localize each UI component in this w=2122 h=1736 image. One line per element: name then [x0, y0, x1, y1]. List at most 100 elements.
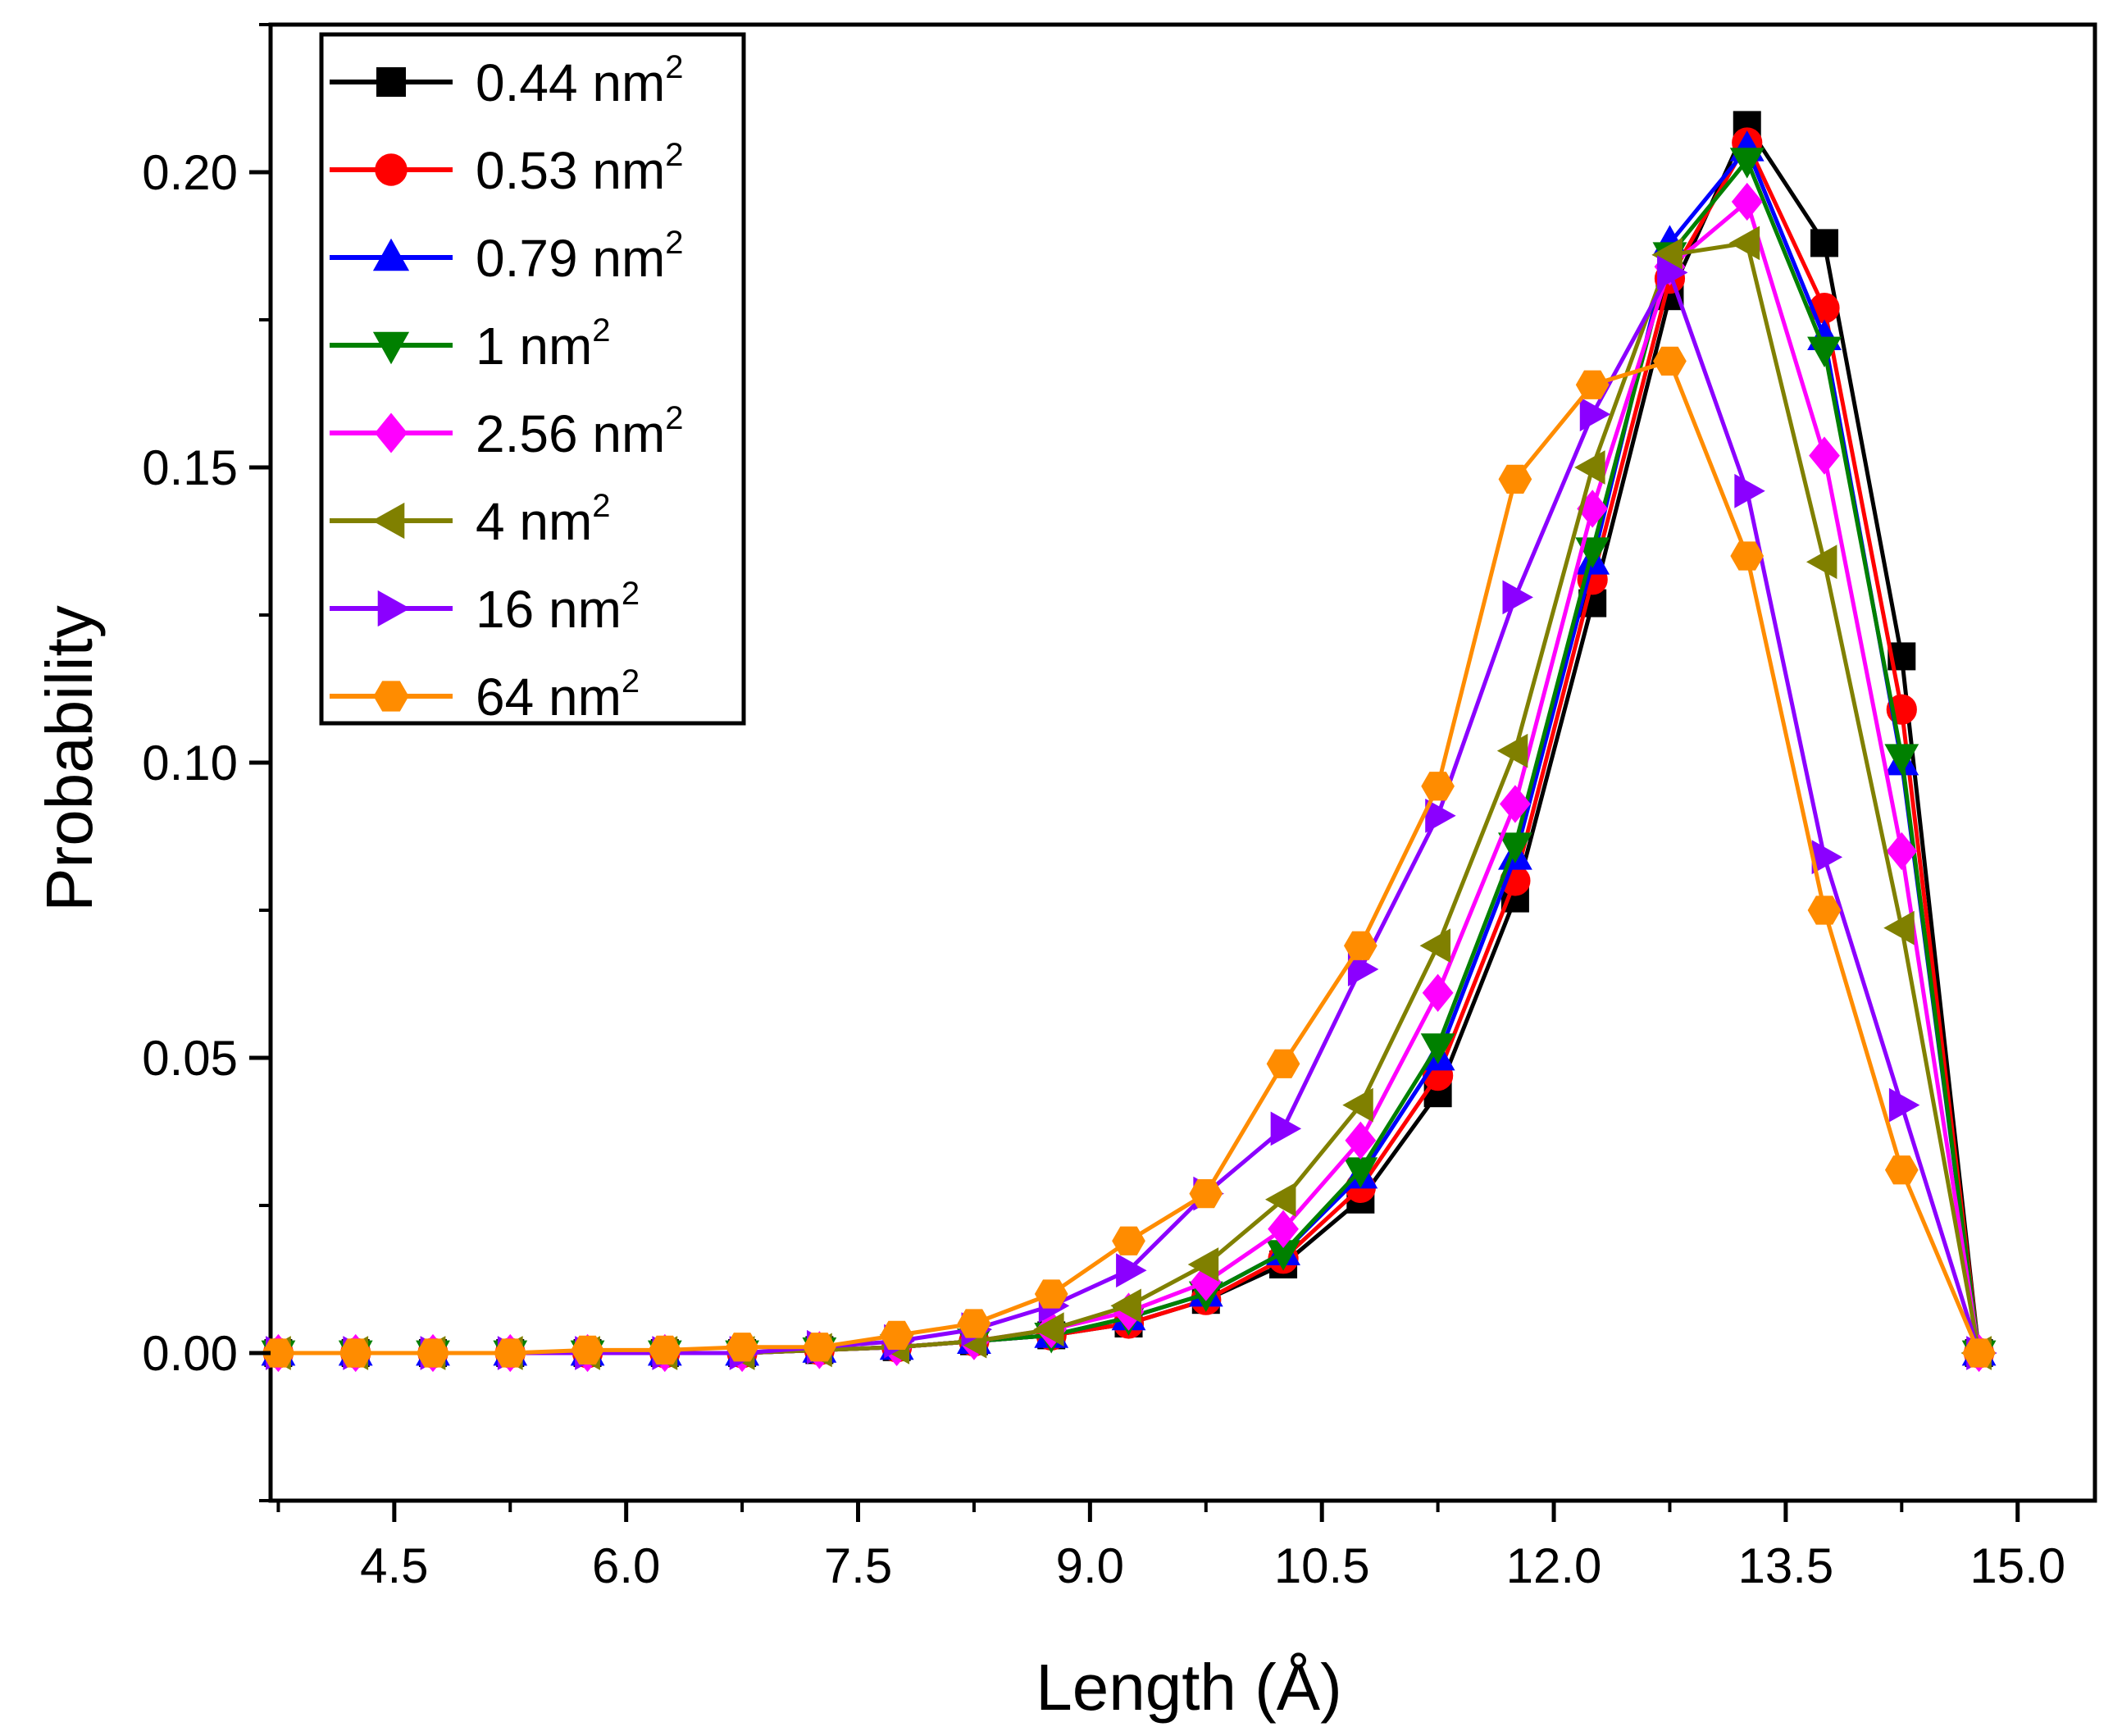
legend-label-superscript: 2 — [665, 400, 683, 436]
data-point — [1884, 744, 1919, 775]
data-point — [648, 1335, 682, 1365]
data-point — [803, 1333, 836, 1362]
data-point — [1657, 255, 1688, 290]
axes-group: 4.5 6.0 7.5 9.0 10.5 12.0 13.5 15.0 0.00 0.05 0.10… — [142, 23, 2065, 1593]
legend-marker — [376, 67, 406, 97]
x-tick-label: 9.0 — [1056, 1538, 1124, 1593]
data-point — [1112, 1226, 1145, 1255]
legend-entry: 64 nm2 — [330, 663, 640, 727]
legend-label: 0.79 nm2 — [476, 225, 684, 288]
data-point — [1579, 397, 1611, 432]
data-point — [1187, 1247, 1219, 1282]
data-point — [1574, 450, 1605, 485]
legend-label-text: 16 nm — [476, 580, 622, 639]
x-tick-label: 4.5 — [360, 1538, 428, 1593]
data-point — [1268, 1210, 1299, 1248]
data-point — [1884, 1155, 1919, 1185]
legend-label: 0.53 nm2 — [476, 137, 684, 200]
data-point — [1116, 1253, 1147, 1288]
x-tick-label: 10.5 — [1274, 1538, 1370, 1593]
legend-label: 1 nm2 — [476, 312, 611, 376]
legend-marker — [377, 590, 411, 627]
data-point — [416, 1338, 450, 1368]
legend-marker — [372, 331, 410, 365]
data-point — [1575, 370, 1610, 399]
data-point — [1500, 785, 1531, 823]
y-tick-label: 0.10 — [142, 736, 238, 791]
x-axis-title: Length (Å) — [1036, 1651, 1342, 1724]
data-point — [339, 1338, 373, 1368]
data-point — [1345, 1121, 1377, 1160]
y-axis-title: Probability — [33, 605, 106, 912]
data-point — [1420, 1033, 1455, 1064]
data-point — [725, 1333, 759, 1362]
data-point — [1886, 832, 1918, 871]
data-point — [493, 1338, 527, 1368]
data-point — [571, 1335, 604, 1365]
legend-entry: 0.79 nm2 — [330, 225, 684, 288]
data-point — [1810, 229, 1839, 257]
legend-marker — [371, 502, 405, 540]
y-tick-label: 0.20 — [142, 145, 238, 200]
legend-entry: 16 nm2 — [330, 576, 640, 639]
legend-entry: 0.44 nm2 — [330, 49, 684, 112]
legend-entry: 0.53 nm2 — [330, 137, 684, 200]
legend-marker — [375, 412, 408, 453]
data-point — [957, 1309, 991, 1338]
legend-label: 64 nm2 — [476, 663, 640, 727]
legend-marker — [372, 238, 410, 271]
legend-label-text: 2.56 nm — [476, 404, 665, 463]
y-tick-label: 0.15 — [142, 440, 238, 495]
data-point — [1266, 1049, 1300, 1078]
legend-label: 0.44 nm2 — [476, 49, 684, 112]
data-point — [1343, 931, 1377, 960]
data-point — [1265, 1182, 1296, 1217]
legend-label-superscript: 2 — [665, 225, 683, 261]
legend-label-text: 64 nm — [476, 668, 622, 727]
data-point — [1496, 733, 1528, 768]
data-point — [1270, 1111, 1302, 1146]
legend-label: 2.56 nm2 — [476, 400, 684, 463]
legend-entry: 2.56 nm2 — [330, 400, 684, 463]
data-point — [1729, 148, 1765, 179]
series-64-nm2 — [262, 346, 1996, 1368]
data-point — [1347, 952, 1379, 986]
series-group — [260, 111, 1997, 1373]
data-point — [1421, 772, 1455, 801]
data-point — [1807, 895, 1842, 925]
legend-label-superscript: 2 — [592, 312, 610, 349]
data-point — [1653, 346, 1687, 376]
data-point — [1806, 544, 1837, 580]
y-tick-label: 0.05 — [142, 1031, 238, 1086]
data-point — [1731, 182, 1763, 221]
legend-label-text: 0.79 nm — [476, 229, 665, 288]
legend-label-superscript: 2 — [622, 663, 640, 699]
data-point — [1425, 798, 1456, 833]
data-point — [1189, 1178, 1223, 1209]
data-point — [1883, 910, 1915, 945]
legend-label: 4 nm2 — [476, 488, 611, 551]
legend-label-superscript: 2 — [592, 488, 610, 524]
data-point — [1734, 473, 1765, 508]
legend-marker — [373, 681, 409, 712]
legend-label: 16 nm2 — [476, 576, 640, 639]
data-point — [1034, 1279, 1068, 1309]
data-point — [1730, 541, 1765, 571]
legend-label-text: 0.44 nm — [476, 53, 665, 112]
data-point — [1888, 1087, 1920, 1123]
data-point — [1728, 226, 1760, 261]
data-point — [1422, 973, 1454, 1012]
legend-label-text: 4 nm — [476, 492, 592, 551]
legend-label-superscript: 2 — [665, 49, 683, 85]
legend-marker — [375, 153, 408, 186]
x-tick-label: 12.0 — [1506, 1538, 1602, 1593]
legend-label-superscript: 2 — [665, 137, 683, 173]
data-point — [1809, 436, 1840, 475]
data-point — [1502, 580, 1533, 615]
data-point — [1342, 1087, 1373, 1123]
y-tick-label: 0.00 — [142, 1326, 238, 1381]
x-tick-label: 6.0 — [592, 1538, 660, 1593]
legend-entry: 4 nm2 — [330, 488, 611, 551]
legend-label-text: 0.53 nm — [476, 141, 665, 200]
